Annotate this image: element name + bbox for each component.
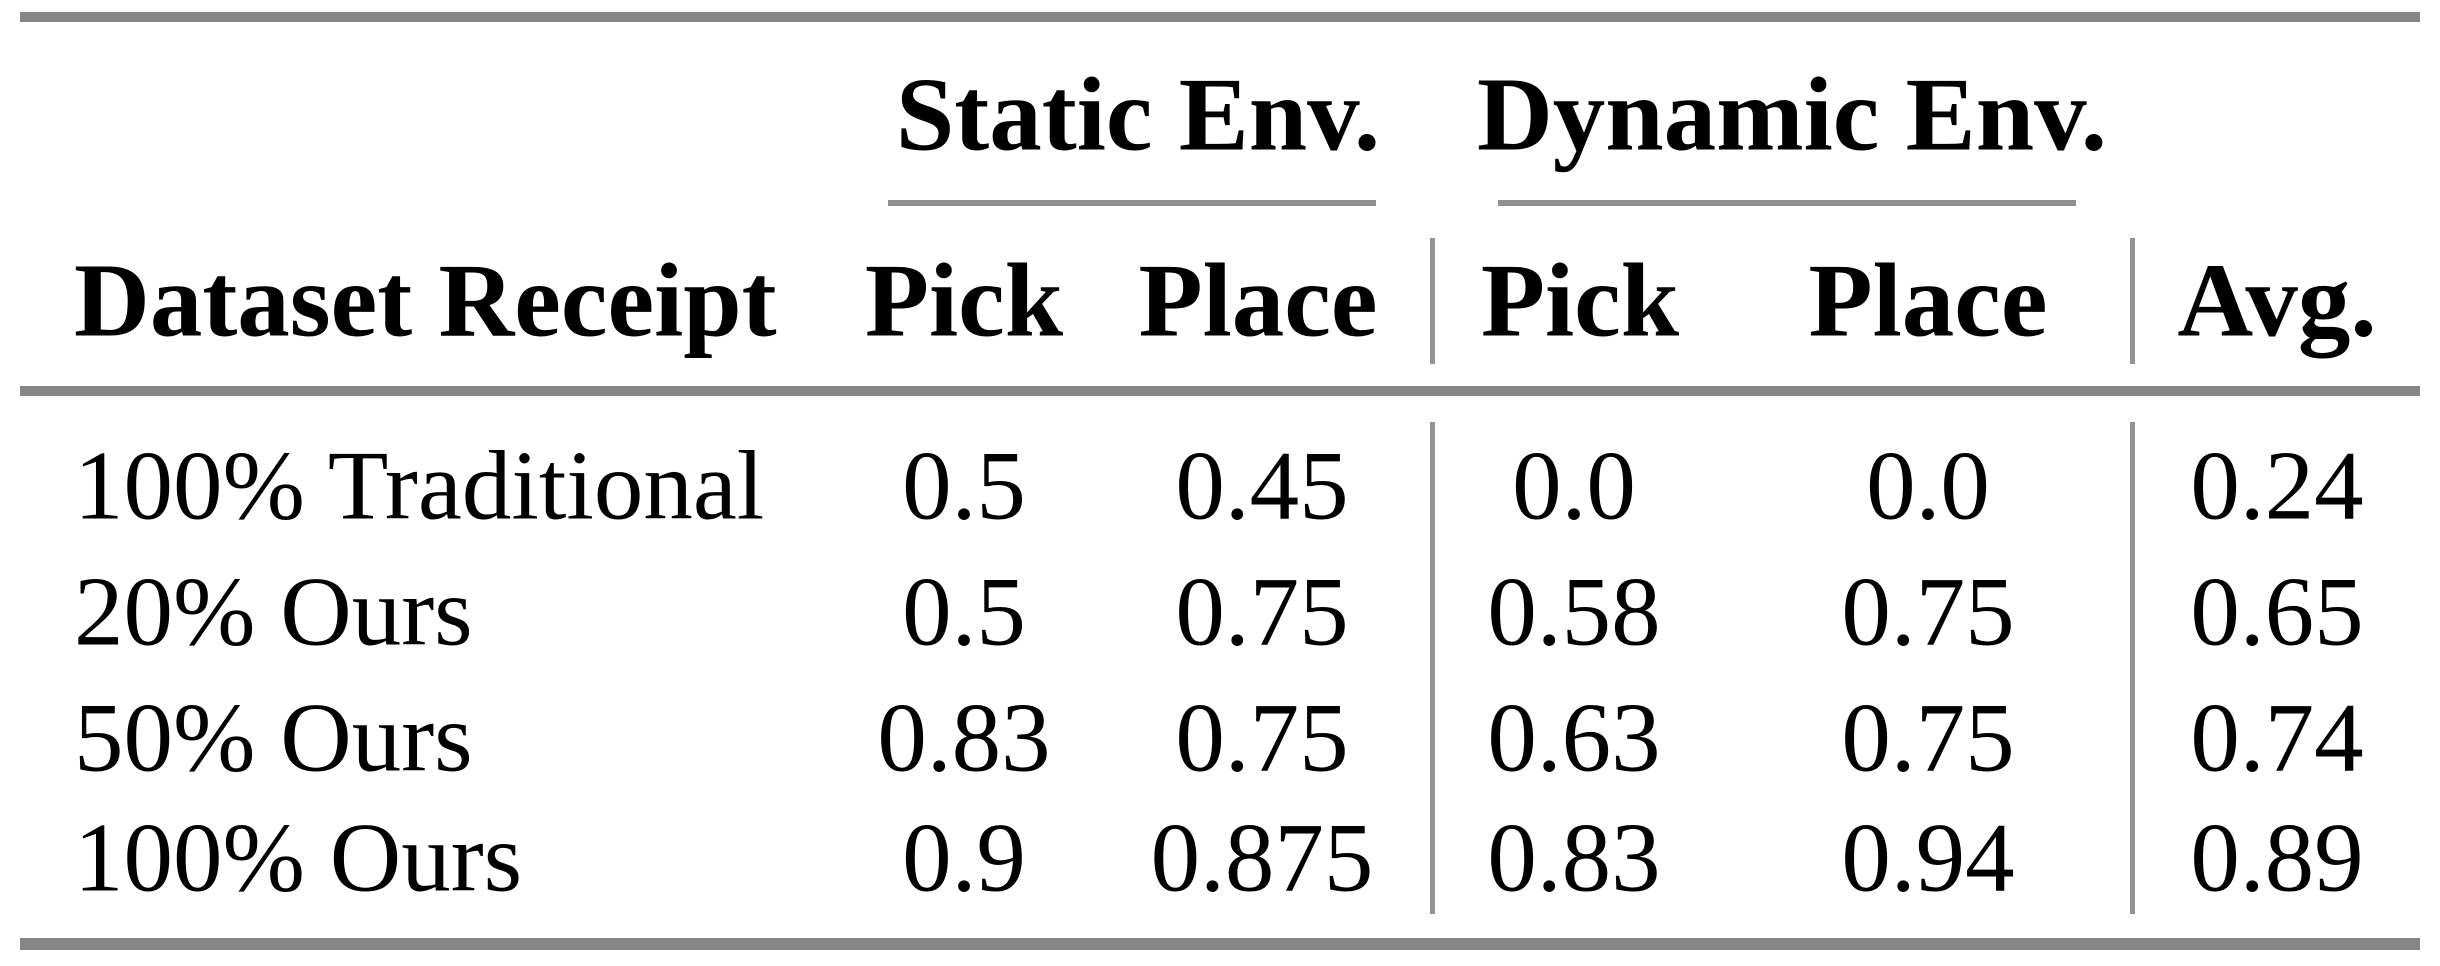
row-3-static-place: 0.75: [1175, 683, 1349, 793]
row-3-dynamic-pick: 0.63: [1487, 683, 1661, 793]
row-1-dynamic-place: 0.0: [1866, 431, 1990, 541]
group-header-dynamic-env: Dynamic Env.: [1476, 55, 2108, 173]
row-2-label: 20% Ours: [74, 557, 473, 667]
row-2-static-pick: 0.5: [902, 557, 1026, 667]
mid-rule: [20, 386, 2420, 396]
row-3-avg: 0.74: [2190, 683, 2364, 793]
body-vline-static-dynamic: [1430, 422, 1435, 914]
row-4-label: 100% Ours: [74, 803, 523, 913]
row-2-avg: 0.65: [2190, 557, 2364, 667]
row-1-dynamic-pick: 0.0: [1512, 431, 1636, 541]
column-header-avg: Avg.: [2177, 241, 2377, 359]
header-vline-avg: [2130, 238, 2135, 364]
row-4-static-place: 0.875: [1150, 803, 1374, 913]
bottom-rule: [20, 938, 2420, 950]
row-4-dynamic-pick: 0.83: [1487, 803, 1661, 913]
row-1-static-place: 0.45: [1175, 431, 1349, 541]
dynamic-env-cmidrule: [1498, 200, 2076, 206]
static-env-cmidrule: [888, 200, 1376, 206]
header-vline-static-dynamic: [1430, 238, 1435, 364]
body-vline-avg: [2130, 422, 2135, 914]
row-4-dynamic-place: 0.94: [1841, 803, 2015, 913]
column-header-dynamic-place: Place: [1808, 241, 2048, 359]
row-1-label: 100% Traditional: [74, 431, 765, 541]
row-1-static-pick: 0.5: [902, 431, 1026, 541]
row-4-static-pick: 0.9: [902, 803, 1026, 913]
column-header-dynamic-pick: Pick: [1480, 241, 1680, 359]
row-4-avg: 0.89: [2190, 803, 2364, 913]
row-3-static-pick: 0.83: [877, 683, 1051, 793]
group-header-static-env: Static Env.: [895, 55, 1381, 173]
column-header-static-pick: Pick: [864, 241, 1064, 359]
top-rule: [20, 12, 2420, 22]
row-3-dynamic-place: 0.75: [1841, 683, 2015, 793]
column-header-static-place: Place: [1138, 241, 1378, 359]
row-2-dynamic-pick: 0.58: [1487, 557, 1661, 667]
row-2-static-place: 0.75: [1175, 557, 1349, 667]
row-2-dynamic-place: 0.75: [1841, 557, 2015, 667]
row-1-avg: 0.24: [2190, 431, 2364, 541]
column-header-dataset-receipt: Dataset Receipt: [74, 241, 777, 359]
row-3-label: 50% Ours: [74, 683, 473, 793]
